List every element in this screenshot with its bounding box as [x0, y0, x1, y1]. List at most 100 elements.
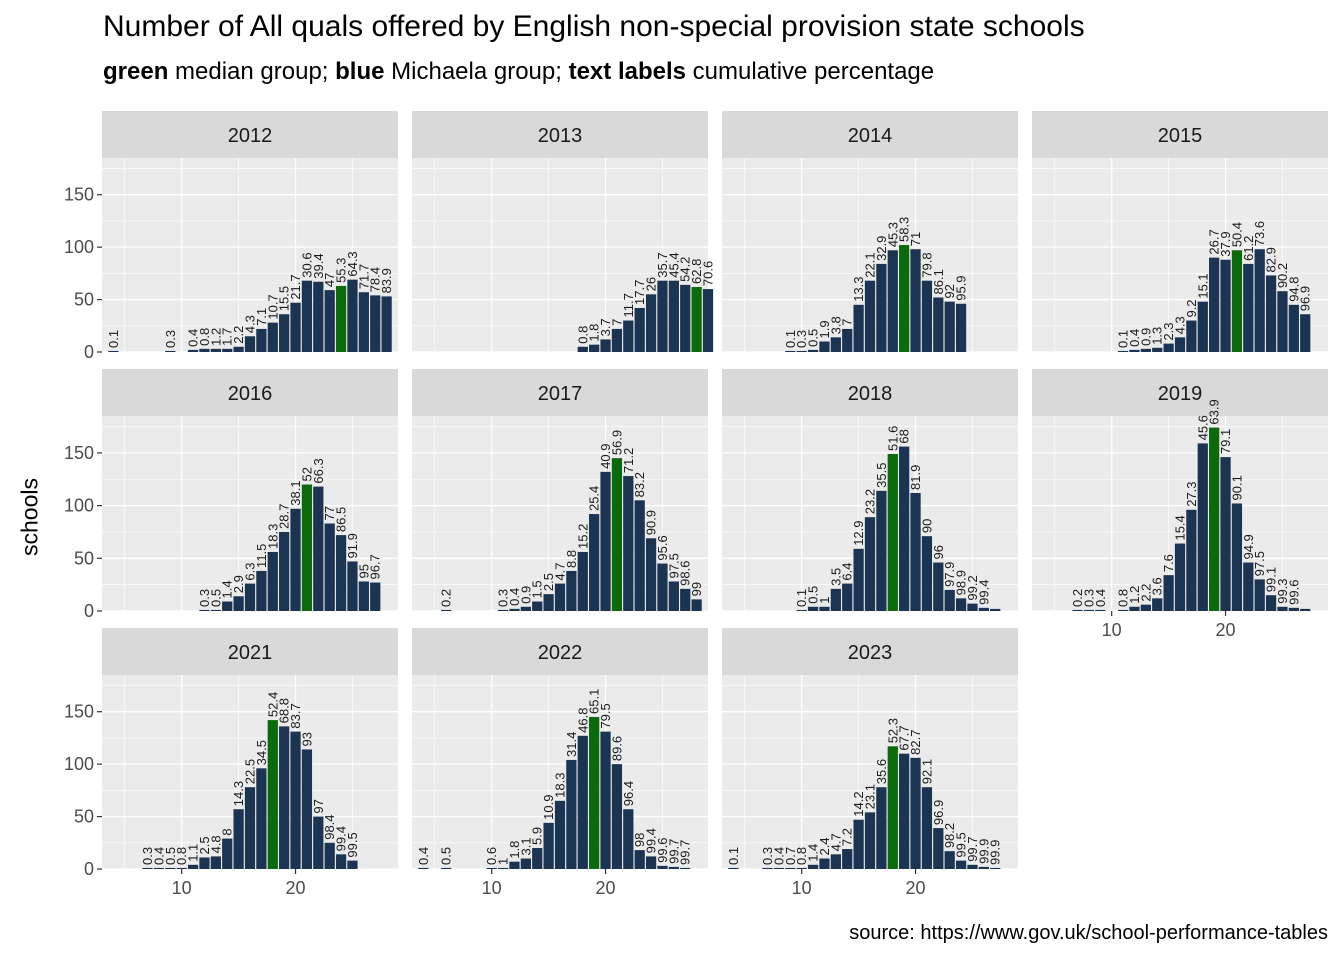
facet-strip-label: 2022: [538, 642, 583, 664]
bar: [967, 603, 978, 611]
cumulative-percent-label: 1.8: [587, 324, 602, 342]
bar: [1277, 291, 1288, 352]
cumulative-percent-label: 7: [609, 319, 624, 326]
bar: [819, 341, 830, 352]
bar: [142, 867, 153, 869]
cumulative-percent-label: 0.1: [1116, 330, 1131, 348]
cumulative-percent-label: 86.1: [931, 269, 946, 294]
bar: [668, 280, 679, 352]
facet-strip: [722, 111, 1018, 158]
cumulative-percent-label: 34.5: [254, 740, 269, 765]
cumulative-percent-label: 92.1: [919, 759, 934, 784]
bar: [1140, 604, 1151, 611]
bar: [358, 581, 369, 611]
bar: [532, 848, 543, 869]
cumulative-percent-label: 68.8: [277, 698, 292, 723]
cumulative-percent-label: 94.8: [1286, 276, 1301, 301]
bar: [1243, 263, 1254, 352]
bar: [1197, 301, 1208, 352]
bar: [680, 588, 691, 611]
bar: [279, 726, 290, 869]
bar: [807, 864, 819, 869]
cumulative-percent-label: 99.9: [976, 839, 991, 864]
bar: [1243, 562, 1254, 611]
cumulative-percent-label: 15.1: [1195, 273, 1210, 298]
bar: [199, 609, 210, 611]
bar: [210, 348, 221, 352]
cumulative-percent-label: 86.5: [334, 507, 349, 532]
cumulative-percent-label: 7.1: [254, 308, 269, 326]
bar: [955, 303, 967, 352]
bar: [623, 809, 634, 869]
cumulative-percent-label: 0.1: [794, 589, 809, 607]
bar: [1288, 607, 1299, 611]
bar: [256, 328, 267, 352]
cumulative-percent-label: 0.2: [1070, 589, 1085, 607]
cumulative-percent-label: 0.9: [1138, 328, 1153, 346]
bar: [819, 606, 830, 611]
cumulative-percent-label: 95.6: [655, 535, 670, 560]
y-tick-label: 50: [74, 290, 94, 310]
bar: [554, 583, 566, 611]
bar: [358, 292, 369, 352]
cumulative-percent-label: 73.6: [1252, 221, 1267, 246]
cumulative-percent-label: 2.5: [197, 836, 212, 854]
bar: [933, 828, 944, 869]
bar: [830, 337, 841, 352]
median-bar: [691, 286, 702, 352]
cumulative-percent-label: 90.9: [644, 510, 659, 535]
cumulative-percent-label: 0.8: [197, 328, 212, 346]
cumulative-percent-label: 61.2: [1241, 236, 1256, 261]
cumulative-percent-label: 0.5: [163, 847, 178, 865]
median-bar: [611, 458, 623, 611]
bar: [853, 819, 864, 869]
facet-strip-label: 2018: [848, 383, 893, 405]
bar: [313, 281, 324, 352]
bar: [1197, 443, 1208, 611]
cumulative-percent-label: 0.3: [163, 330, 178, 348]
median-bar: [887, 453, 898, 611]
bar: [335, 854, 347, 869]
bar: [634, 500, 645, 611]
bar: [1140, 348, 1151, 352]
cumulative-percent-label: 0.1: [106, 330, 121, 348]
bar: [301, 280, 313, 352]
cumulative-percent-label: 1.9: [817, 320, 832, 338]
bar: [944, 301, 955, 352]
cumulative-percent-label: 96: [931, 545, 946, 559]
cumulative-percent-label: 0.3: [794, 330, 809, 348]
bar: [876, 490, 887, 611]
bar: [967, 864, 978, 869]
cumulative-percent-label: 11.5: [254, 544, 269, 568]
facet-strip-label: 2014: [848, 125, 893, 147]
bar: [785, 350, 796, 352]
bar: [921, 536, 933, 611]
cumulative-percent-label: 96.4: [621, 781, 636, 806]
facet-strip-label: 2021: [228, 642, 273, 664]
bar: [509, 861, 520, 869]
cumulative-percent-label: 1.1: [186, 844, 201, 862]
y-tick-label: 150: [64, 185, 94, 205]
bar: [279, 531, 290, 611]
cumulative-percent-label: 99.2: [965, 575, 980, 600]
bar: [244, 787, 256, 869]
x-tick-label: 20: [1216, 620, 1236, 640]
cumulative-percent-label: 22.5: [243, 759, 258, 784]
cumulative-percent-label: 71: [908, 232, 923, 246]
cumulative-percent-label: 0.8: [794, 847, 809, 865]
bar: [1072, 609, 1083, 611]
cumulative-percent-label: 8: [220, 828, 235, 835]
bar: [233, 346, 244, 352]
cumulative-percent-label: 45.6: [1195, 415, 1210, 440]
bar: [543, 594, 554, 611]
bar: [910, 492, 921, 611]
subtitle-blue-text: Michaela group;: [384, 58, 569, 85]
bar: [381, 296, 392, 352]
bar: [773, 867, 785, 869]
median-bar: [335, 285, 347, 352]
cumulative-percent-label: 9.2: [1184, 299, 1199, 317]
cumulative-percent-label: 99: [689, 582, 704, 596]
cumulative-percent-label: 98.4: [322, 814, 337, 839]
cumulative-percent-label: 99.7: [965, 836, 980, 861]
cumulative-percent-label: 56.9: [609, 430, 624, 455]
